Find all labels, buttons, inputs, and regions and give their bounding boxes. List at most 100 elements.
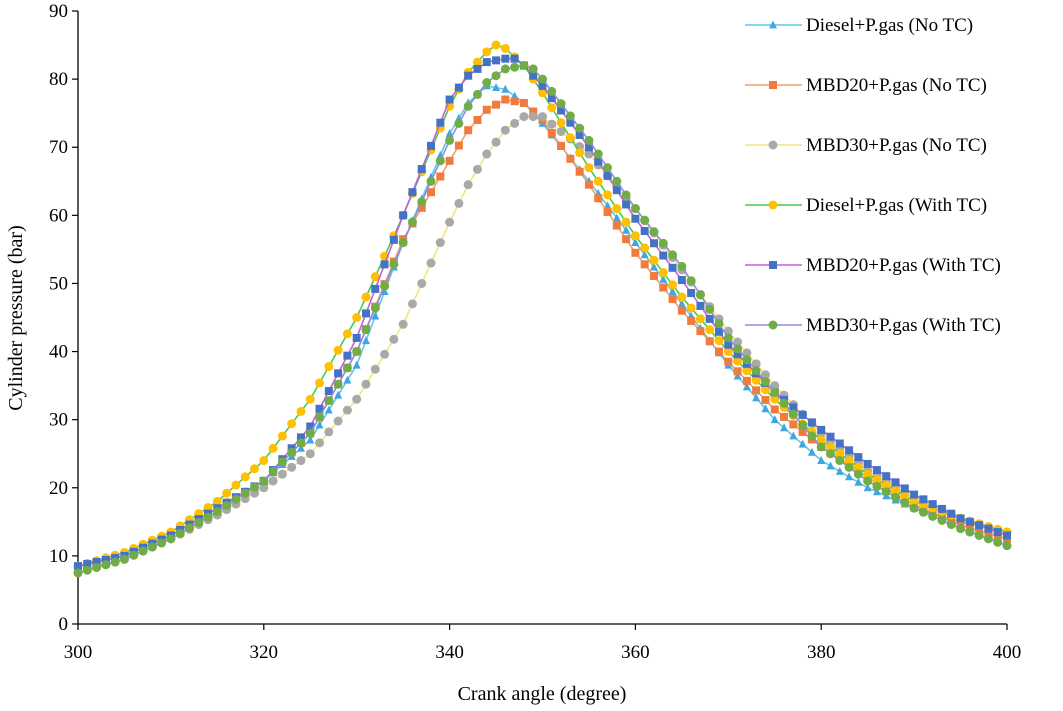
data-point	[845, 472, 854, 481]
y-tick-label: 30	[49, 410, 68, 431]
data-point	[287, 462, 297, 472]
data-point	[928, 511, 938, 521]
x-tick-label: 320	[250, 642, 279, 663]
data-point	[974, 530, 984, 540]
data-point	[835, 456, 845, 466]
data-point	[407, 299, 417, 309]
data-point	[82, 565, 92, 575]
data-point	[891, 486, 901, 496]
data-point	[389, 235, 398, 244]
data-point	[659, 251, 668, 260]
data-point	[482, 58, 491, 67]
legend-label: MBD20+P.gas (With TC)	[806, 255, 1001, 276]
data-point	[500, 43, 510, 53]
data-point	[472, 164, 482, 174]
data-point	[844, 456, 854, 466]
data-point	[872, 481, 882, 491]
data-point	[454, 141, 463, 150]
data-point	[1003, 531, 1011, 540]
legend-item: MBD20+P.gas (No TC)	[745, 75, 987, 96]
data-point	[268, 443, 278, 453]
data-point	[436, 118, 445, 127]
data-point	[463, 180, 473, 190]
data-point	[268, 476, 278, 486]
data-point	[547, 119, 557, 129]
data-point	[352, 394, 362, 404]
y-tick-label: 70	[49, 137, 68, 158]
data-point	[593, 149, 603, 159]
data-point	[556, 118, 566, 128]
data-point	[593, 176, 603, 186]
data-point	[427, 141, 436, 150]
data-point	[482, 47, 492, 57]
data-point	[557, 141, 566, 150]
data-point	[742, 382, 751, 391]
data-point	[371, 311, 380, 320]
data-point	[668, 280, 678, 290]
data-point	[398, 319, 408, 329]
legend-item: MBD20+P.gas (With TC)	[745, 255, 1001, 276]
data-point	[724, 357, 733, 366]
data-point	[529, 71, 538, 80]
data-point	[975, 521, 984, 530]
data-point	[760, 377, 770, 387]
x-tick-label: 340	[435, 642, 464, 663]
data-point	[565, 133, 575, 143]
data-point	[445, 95, 454, 104]
data-point	[705, 337, 714, 346]
data-point	[342, 405, 352, 415]
data-point	[621, 190, 631, 200]
data-point	[677, 306, 686, 315]
data-point	[92, 558, 101, 567]
data-point	[584, 163, 594, 173]
data-point	[343, 375, 352, 384]
data-point	[166, 534, 176, 544]
data-point	[993, 532, 1002, 541]
data-point	[752, 386, 761, 395]
data-point	[296, 438, 306, 448]
data-point	[101, 555, 110, 564]
data-point	[816, 442, 826, 452]
data-point	[101, 560, 111, 570]
data-point	[965, 517, 974, 526]
data-point	[770, 405, 779, 414]
plot-area: 300 320 340 360 380 400 0 10 20 30 40 50 60 70 80 90	[49, 1, 1021, 663]
data-point	[630, 204, 640, 214]
data-point	[361, 309, 370, 318]
legend-marker	[768, 320, 778, 330]
data-point	[492, 100, 501, 109]
data-point	[575, 130, 584, 139]
data-point	[352, 333, 361, 342]
data-point	[835, 439, 844, 448]
data-point	[538, 81, 547, 90]
data-point	[212, 496, 222, 506]
data-point	[798, 410, 807, 419]
data-point	[203, 512, 213, 522]
y-tick-label: 90	[49, 1, 68, 22]
data-point	[594, 194, 603, 203]
data-point	[287, 419, 297, 429]
data-point	[529, 107, 538, 116]
data-point	[575, 123, 585, 133]
data-point	[705, 325, 715, 335]
data-point	[928, 500, 937, 509]
data-point	[519, 60, 529, 70]
data-point	[622, 225, 631, 234]
data-point	[760, 370, 770, 380]
data-point	[194, 518, 204, 528]
data-point	[983, 534, 993, 544]
data-point	[473, 64, 482, 73]
data-point	[333, 416, 343, 426]
data-point	[575, 148, 585, 158]
data-point	[566, 118, 575, 127]
data-point	[510, 118, 520, 128]
data-point	[407, 217, 417, 227]
data-point	[380, 281, 390, 291]
data-point	[175, 528, 185, 538]
legend-label: MBD30+P.gas (With TC)	[806, 315, 1001, 336]
x-tick-label: 380	[807, 642, 836, 663]
data-point	[296, 443, 305, 452]
data-point	[984, 529, 993, 538]
data-point	[668, 263, 677, 272]
